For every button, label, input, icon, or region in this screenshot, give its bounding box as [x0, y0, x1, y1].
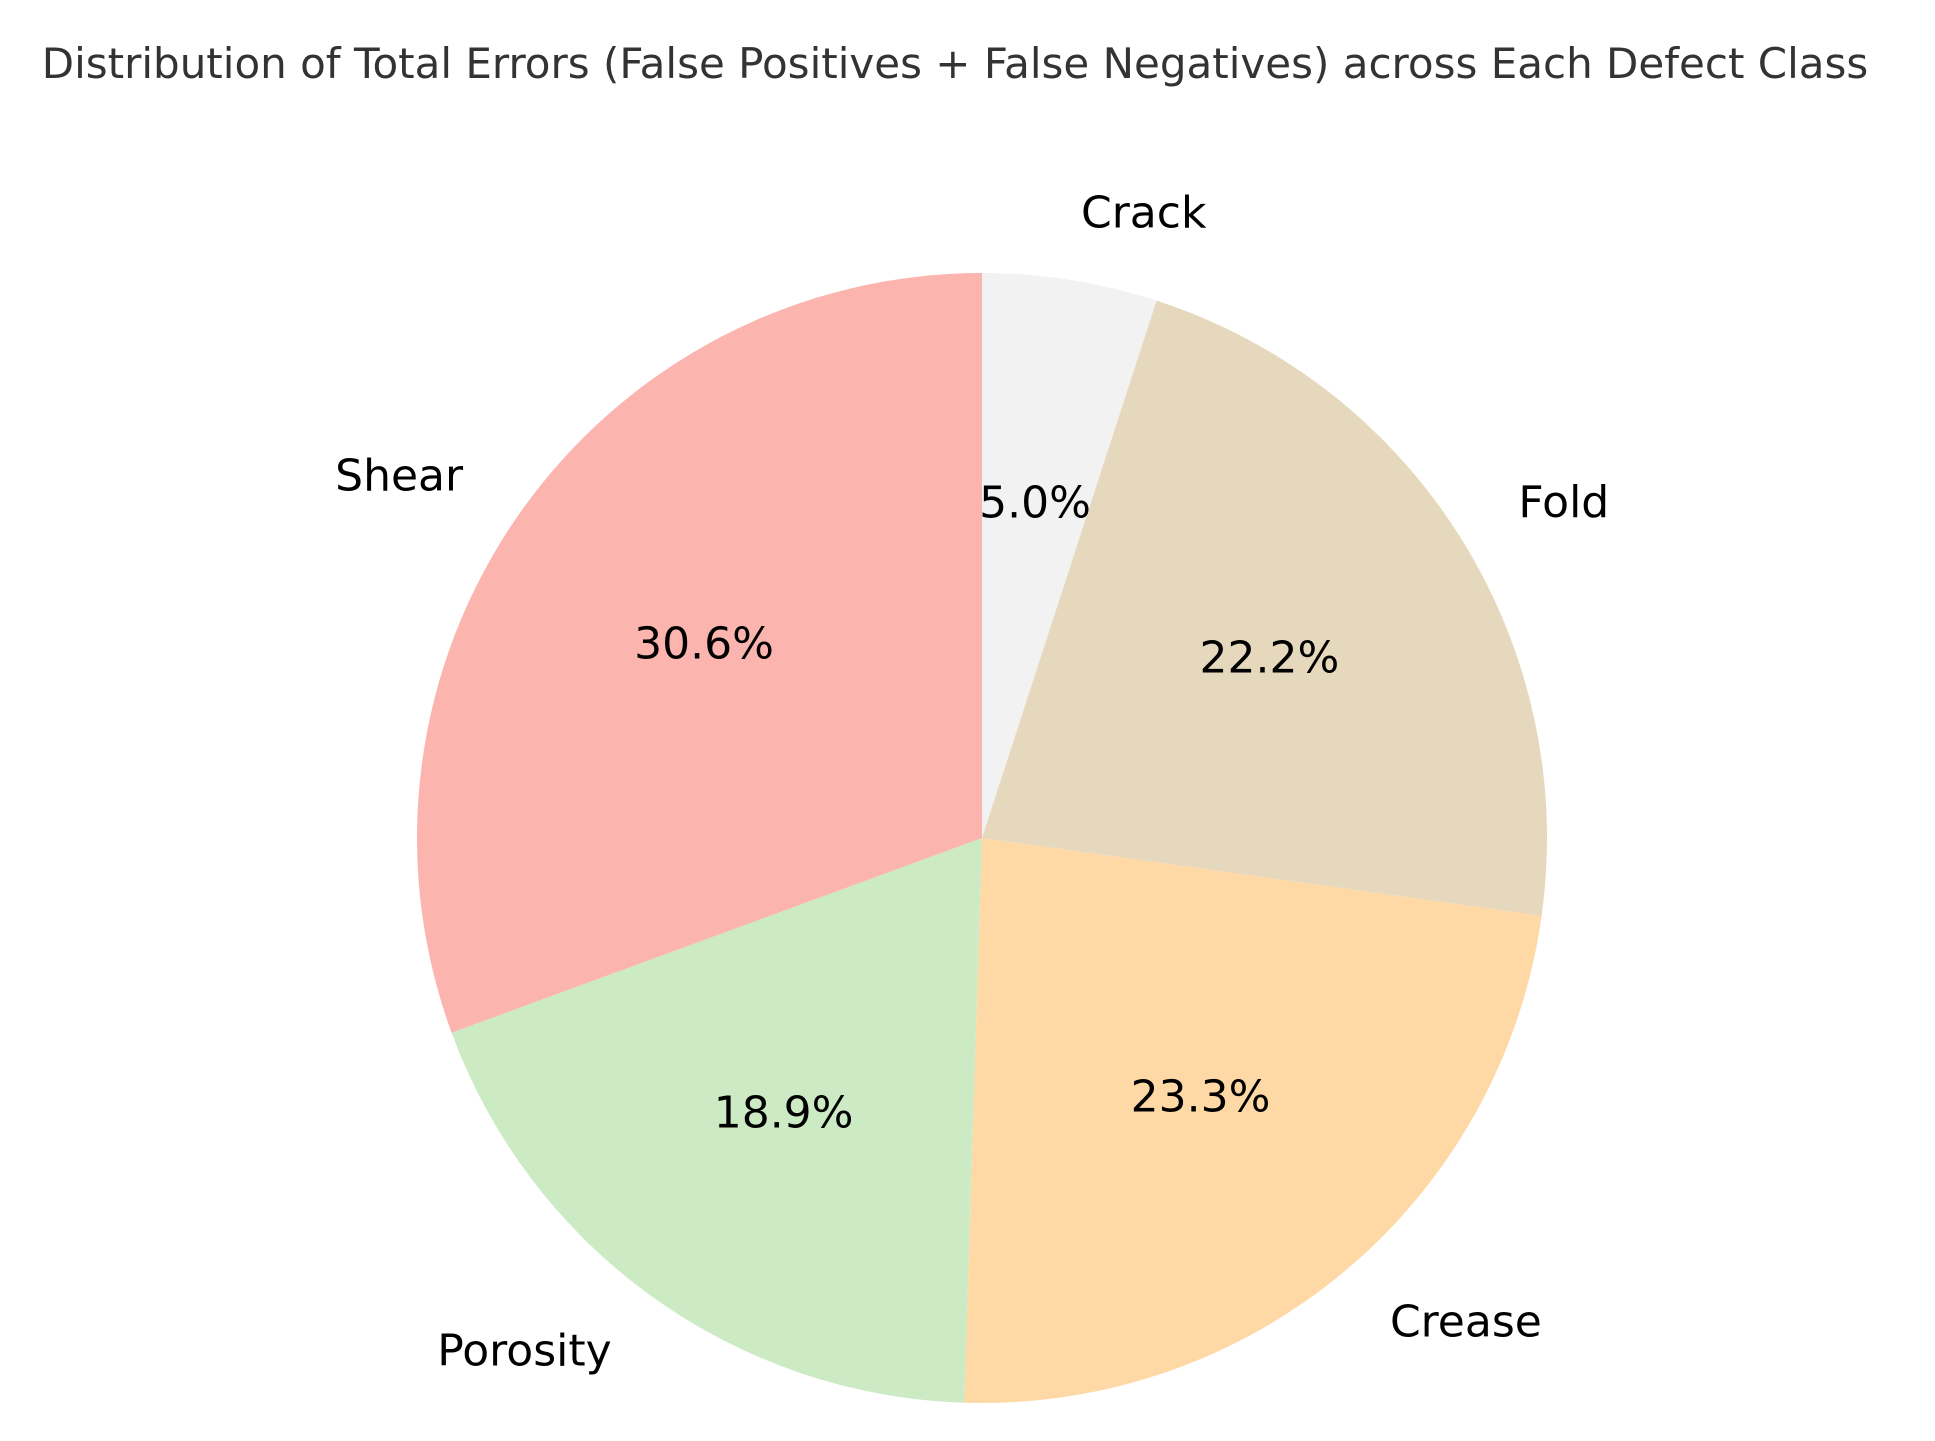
- pie-slice-shear: [417, 273, 982, 1033]
- pie-labels: Crack 5.0% Fold 22.2% Crease 23.3% Porosity 18.…: [335, 187, 1609, 1376]
- pct-label-crease: 23.3%: [1131, 1072, 1271, 1123]
- pie-slice-fold: [982, 300, 1547, 916]
- slice-label-shear: Shear: [335, 450, 464, 501]
- pct-label-shear: 30.6%: [634, 618, 774, 669]
- slice-label-porosity: Porosity: [437, 1326, 611, 1377]
- pie-slice-porosity: [451, 838, 982, 1403]
- pie-slices: [417, 273, 1547, 1403]
- slice-label-fold: Fold: [1518, 477, 1609, 528]
- slice-label-crease: Crease: [1390, 1296, 1542, 1347]
- pct-label-porosity: 18.9%: [714, 1087, 854, 1138]
- chart-title: Distribution of Total Errors (False Posi…: [42, 39, 1869, 88]
- pct-label-crack: 5.0%: [979, 478, 1091, 529]
- pct-label-fold: 22.2%: [1199, 633, 1339, 684]
- pie-slice-crack: [982, 273, 1157, 838]
- slice-label-crack: Crack: [1081, 187, 1207, 238]
- pie-slice-crease: [964, 838, 1542, 1403]
